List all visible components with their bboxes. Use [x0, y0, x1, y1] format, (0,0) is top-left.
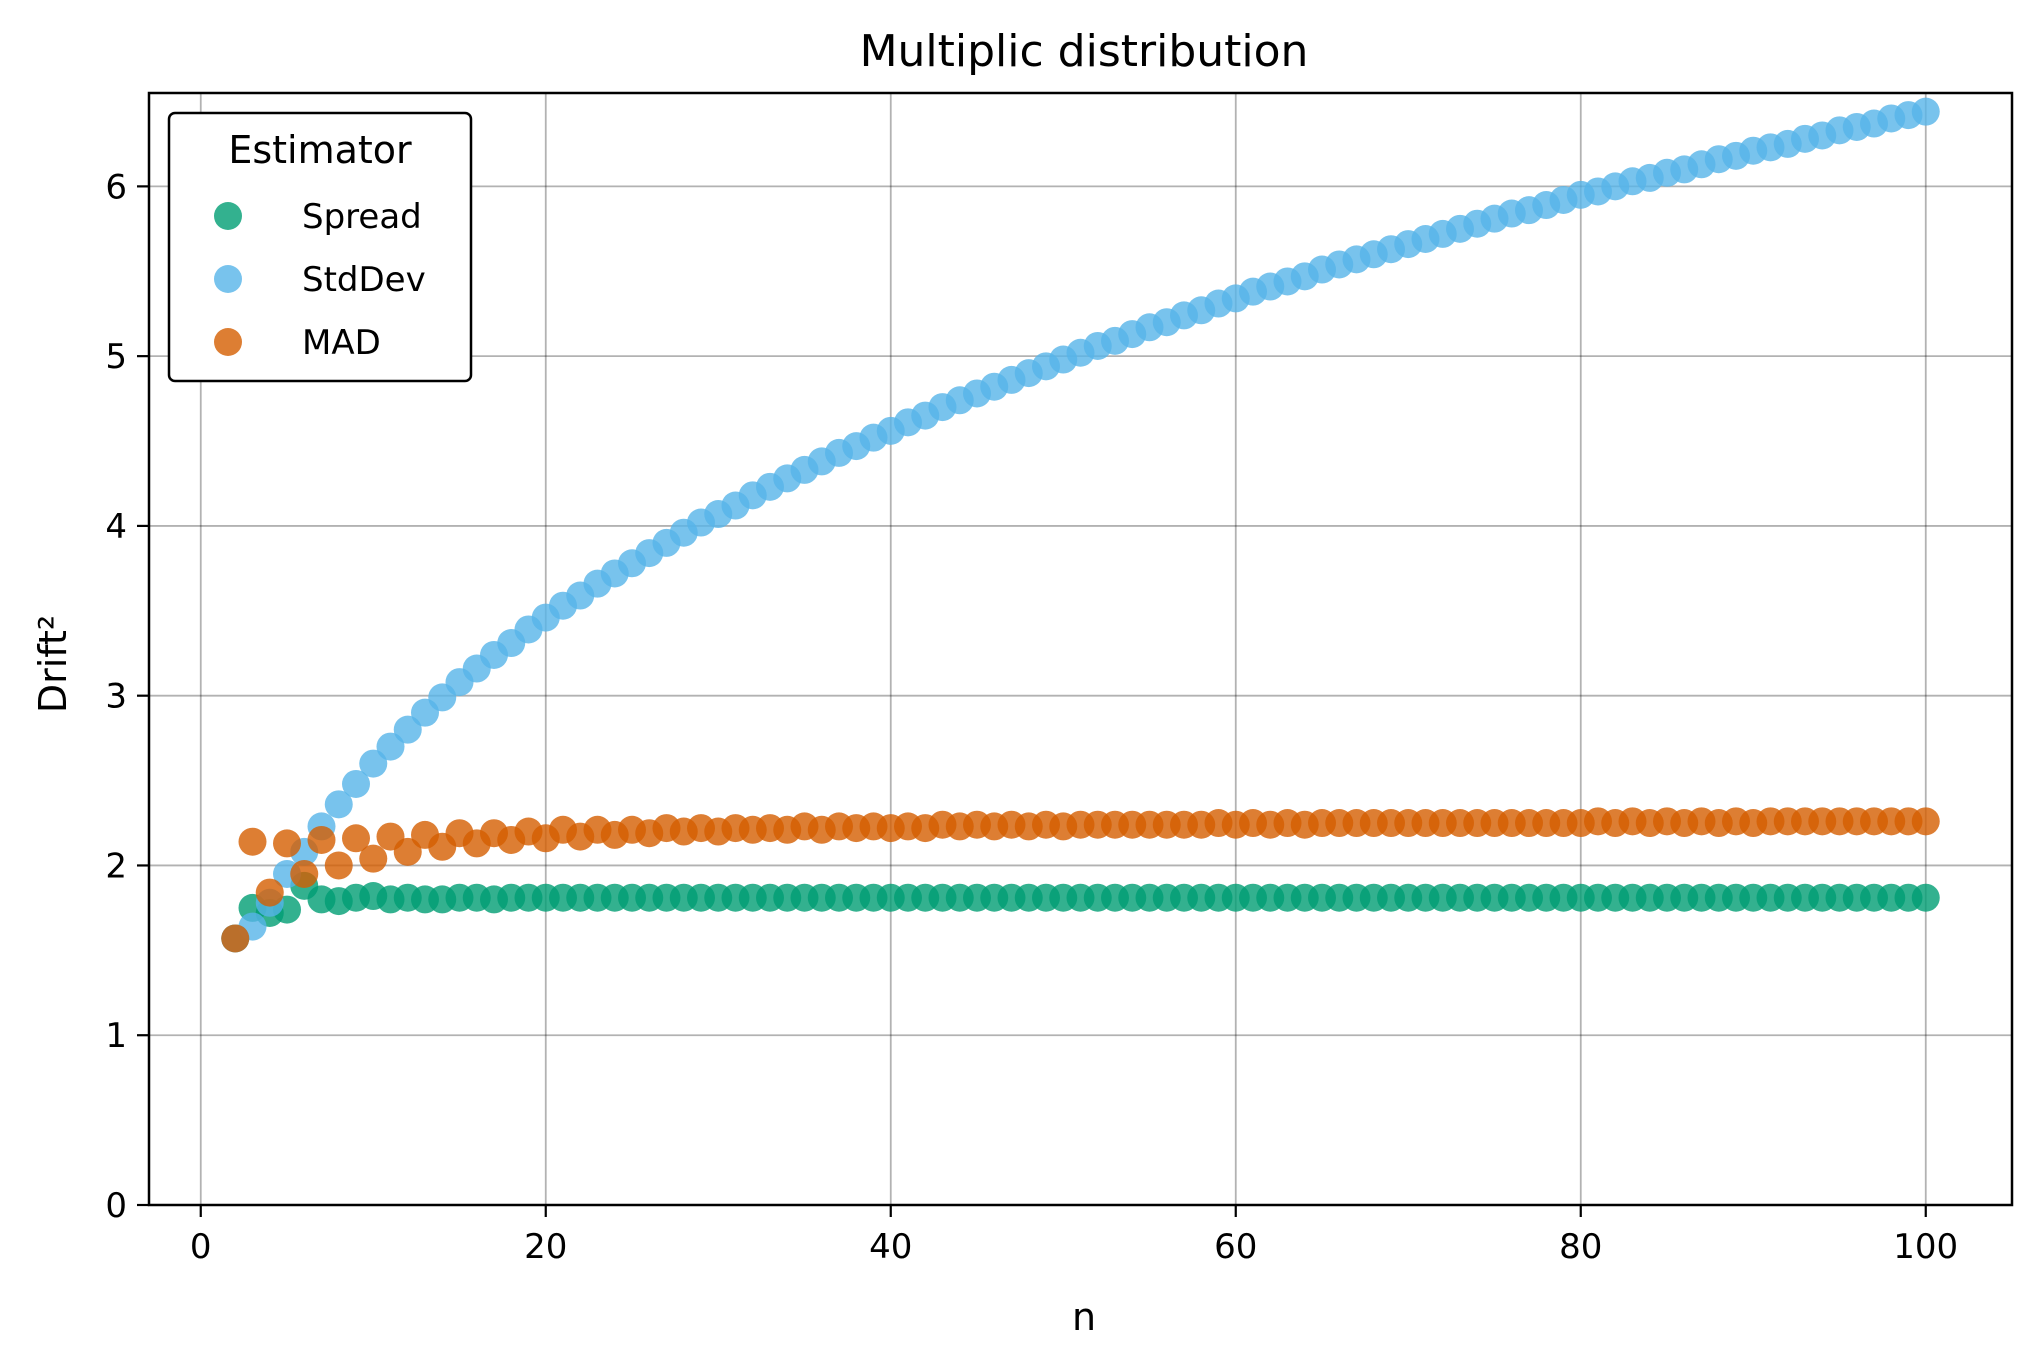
mad-point: [290, 859, 319, 888]
legend-marker-stddev: [214, 265, 242, 293]
mad-point: [324, 851, 353, 880]
legend-label-stddev: StdDev: [302, 260, 426, 300]
data-points: [221, 97, 1940, 953]
legend-label-spread: Spread: [302, 197, 422, 237]
y-tick-label: 2: [105, 846, 127, 886]
y-tick-label: 1: [105, 1016, 127, 1056]
x-axis-ticks: 0 20 40 60 80 100: [190, 1205, 1958, 1267]
legend-label-mad: MAD: [302, 323, 381, 363]
stddev-point: [376, 732, 405, 761]
stddev-point: [342, 769, 370, 798]
mad-point: [359, 844, 388, 873]
y-tick-label: 6: [105, 167, 127, 207]
series-mad: [221, 807, 1940, 953]
stddev-point: [393, 715, 422, 744]
x-tick-label: 80: [1559, 1227, 1602, 1267]
x-tick-label: 40: [869, 1227, 912, 1267]
mad-point: [342, 824, 370, 853]
series-stddev: [221, 97, 1940, 953]
legend-marker-mad: [214, 328, 242, 356]
mad-point: [307, 825, 336, 854]
mad-point: [1911, 807, 1940, 836]
spread-point: [1911, 883, 1940, 912]
mad-point: [393, 837, 422, 866]
y-tick-label: 3: [105, 677, 127, 717]
mad-point: [221, 924, 250, 953]
stddev-point: [324, 790, 353, 819]
x-axis-label: n: [1072, 1295, 1096, 1339]
chart-title: Multiplic distribution: [860, 26, 1309, 77]
mad-point: [238, 827, 267, 856]
legend-title: Estimator: [228, 128, 412, 172]
y-tick-label: 4: [105, 507, 127, 547]
legend-marker-spread: [214, 202, 242, 230]
mad-point: [255, 878, 284, 907]
x-tick-label: 100: [1893, 1227, 1958, 1267]
y-tick-label: 0: [105, 1186, 127, 1226]
x-tick-label: 0: [190, 1227, 212, 1267]
x-tick-label: 20: [524, 1227, 567, 1267]
stddev-point: [1911, 97, 1940, 126]
y-axis-label: Drift²: [31, 615, 75, 713]
legend: Estimator Spread StdDev MAD: [167, 111, 473, 383]
legend-box: [167, 111, 473, 383]
plot-frame: [147, 91, 2014, 1207]
x-tick-label: 60: [1214, 1227, 1257, 1267]
y-axis-ticks: 0 1 2 3 4 5 6: [105, 167, 149, 1226]
stddev-point: [359, 749, 388, 778]
mad-point: [273, 829, 301, 858]
y-tick-label: 5: [105, 337, 127, 377]
